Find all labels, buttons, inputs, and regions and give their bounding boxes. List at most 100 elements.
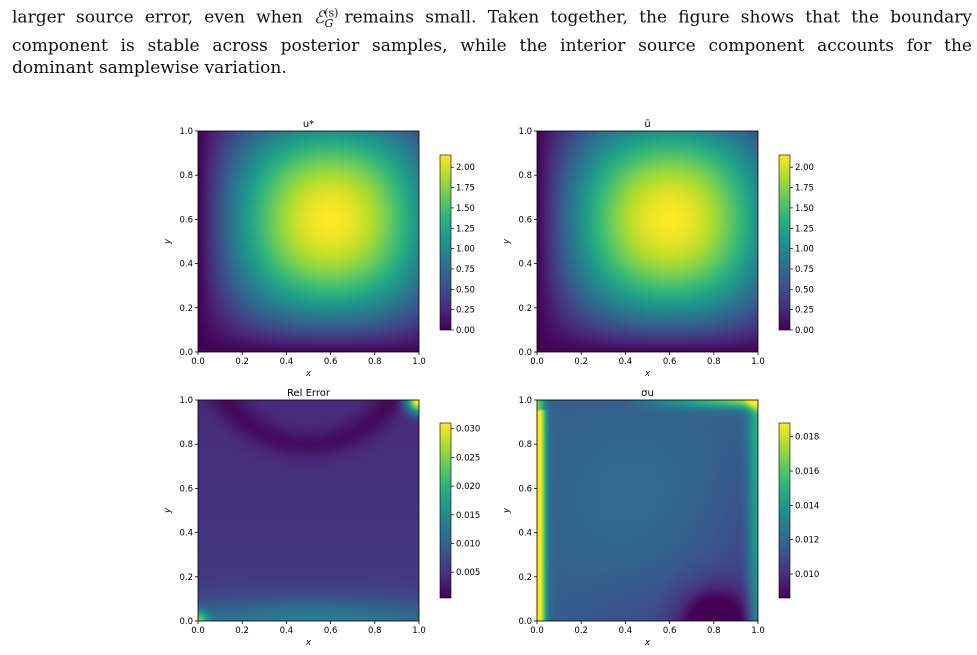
- x-tick-label: 0.2: [574, 357, 588, 367]
- plot-frame: [197, 130, 420, 353]
- y-axis-label: y: [502, 238, 512, 245]
- colorbar-tick-label: 0.00: [456, 326, 475, 336]
- y-tick-label: 0.2: [518, 304, 532, 314]
- y-tick-label: 0.8: [518, 171, 532, 181]
- colorbar-tick-label: 0.010: [795, 570, 819, 580]
- colorbar-tick-label: 0.00: [795, 326, 814, 336]
- heatmap-panel-1: u* 0.0 0.2 0.4 0.6 0.8 1.0 0.0 0.2 0.4 0.6 0.8 1.0 x y…: [163, 119, 475, 379]
- colorbar-tick-label: 0.025: [456, 453, 480, 463]
- colorbar: [778, 154, 791, 331]
- x-tick-label: 1.0: [412, 626, 426, 636]
- x-tick-label: 0.8: [707, 626, 721, 636]
- colorbar-tick-label: 1.75: [456, 184, 475, 194]
- y-tick-label: 0.6: [518, 215, 532, 225]
- colorbar: [439, 154, 452, 331]
- math-base: ℰ: [313, 7, 325, 28]
- x-tick-label: 0.8: [707, 357, 721, 367]
- colorbar-tick-label: 0.50: [795, 285, 814, 295]
- colorbar-tick-label: 0.005: [456, 568, 480, 578]
- heatmap-image: [198, 400, 419, 621]
- x-tick-label: 0.8: [368, 626, 382, 636]
- y-axis-label: y: [163, 238, 173, 245]
- paragraph-line-1: larger source error, even when ℰ(s)G rem…: [12, 2, 972, 35]
- heatmap-image: [537, 131, 758, 352]
- y-tick-label: 0.6: [179, 484, 193, 494]
- colorbar-tick-label: 2.00: [795, 163, 814, 173]
- y-tick-label: 1.0: [179, 396, 193, 406]
- x-tick-label: 0.6: [663, 626, 677, 636]
- colorbar-tick-label: 0.25: [795, 306, 814, 316]
- y-tick-label: 0.6: [518, 484, 532, 494]
- y-tick-label: 0.2: [179, 573, 193, 583]
- x-tick-label: 0.4: [280, 357, 294, 367]
- colorbar-tick-label: 0.020: [456, 482, 480, 492]
- y-axis-label: y: [502, 507, 512, 514]
- plot-frame: [197, 399, 420, 622]
- x-axis-label: x: [305, 638, 312, 648]
- x-tick-label: 1.0: [412, 357, 426, 367]
- colorbar-tick-label: 0.030: [456, 425, 480, 435]
- colorbar-tick-label: 1.50: [795, 204, 814, 214]
- colorbar-tick-label: 1.25: [795, 224, 814, 234]
- heatmap-panel-2: ū 0.0 0.2 0.4 0.6 0.8 1.0 0.0 0.2 0.4 0.6 0.8 1.0 x y 0…: [502, 119, 814, 379]
- x-tick-label: 1.0: [751, 626, 765, 636]
- x-axis-label: x: [644, 369, 651, 379]
- panel-title: u*: [303, 119, 314, 130]
- heatmap-image: [198, 131, 419, 352]
- x-tick-label: 0.2: [235, 626, 249, 636]
- colorbar-tick-label: 0.75: [456, 265, 475, 275]
- x-tick-label: 0.6: [663, 357, 677, 367]
- x-tick-label: 0.4: [280, 626, 294, 636]
- math-superscript: (s): [324, 6, 339, 19]
- y-tick-label: 0.0: [179, 617, 193, 627]
- y-tick-label: 0.2: [518, 573, 532, 583]
- colorbar-tick-label: 0.010: [456, 539, 480, 549]
- x-axis-label: x: [305, 369, 312, 379]
- colorbar-tick-label: 1.75: [795, 184, 814, 194]
- x-tick-label: 0.0: [191, 357, 205, 367]
- x-tick-label: 0.0: [530, 626, 544, 636]
- inline-math-error-term: ℰ(s)G: [313, 6, 339, 31]
- y-tick-label: 0.0: [518, 348, 532, 358]
- colorbar-tick-label: 0.014: [795, 501, 819, 511]
- colorbar-tick-label: 1.50: [456, 204, 475, 214]
- x-tick-label: 0.6: [324, 357, 338, 367]
- colorbar: [778, 422, 791, 599]
- y-axis-label: y: [163, 507, 173, 514]
- y-tick-label: 0.0: [179, 348, 193, 358]
- colorbar-tick-label: 0.018: [795, 433, 819, 443]
- y-tick-label: 0.4: [518, 529, 532, 539]
- x-tick-label: 0.2: [574, 626, 588, 636]
- y-tick-label: 0.2: [179, 304, 193, 314]
- heatmap-panel-3: Rel Error 0.0 0.2 0.4 0.6 0.8 1.0 0.0 0.2 0.4 0.6 0…: [163, 388, 480, 648]
- x-axis-label: x: [644, 638, 651, 648]
- colorbar-tick-label: 0.75: [795, 265, 814, 275]
- y-tick-label: 0.8: [518, 440, 532, 450]
- plot-frame: [536, 130, 759, 353]
- colorbar-tick-label: 0.016: [795, 467, 819, 477]
- colorbar-tick-label: 1.00: [456, 245, 475, 255]
- x-tick-label: 0.6: [324, 626, 338, 636]
- y-tick-label: 1.0: [518, 127, 532, 137]
- y-tick-label: 0.8: [179, 440, 193, 450]
- body-paragraph: larger source error, even when ℰ(s)G rem…: [12, 2, 972, 79]
- x-tick-label: 0.2: [235, 357, 249, 367]
- panel-title: Rel Error: [287, 388, 331, 399]
- x-tick-label: 0.8: [368, 357, 382, 367]
- plot-frame: [536, 399, 759, 622]
- x-tick-label: 0.4: [619, 626, 633, 636]
- colorbar-tick-label: 2.00: [456, 163, 475, 173]
- y-tick-label: 0.4: [179, 260, 193, 270]
- colorbar-tick-label: 1.25: [456, 224, 475, 234]
- heatmap-image: [537, 400, 758, 621]
- math-subscript: G: [324, 17, 334, 31]
- colorbar-tick-label: 0.25: [456, 306, 475, 316]
- colorbar-tick-label: 0.015: [456, 511, 480, 521]
- panel-title: ū: [644, 119, 650, 130]
- heatmap-panel-4: σu 0.0 0.2 0.4 0.6 0.8 1.0 0.0 0.2 0.4 0.6 0.8 1.0 x y…: [502, 388, 819, 648]
- x-tick-label: 0.0: [530, 357, 544, 367]
- line1-text-before: larger source error, even when: [12, 7, 303, 28]
- y-tick-label: 1.0: [518, 396, 532, 406]
- x-tick-label: 1.0: [751, 357, 765, 367]
